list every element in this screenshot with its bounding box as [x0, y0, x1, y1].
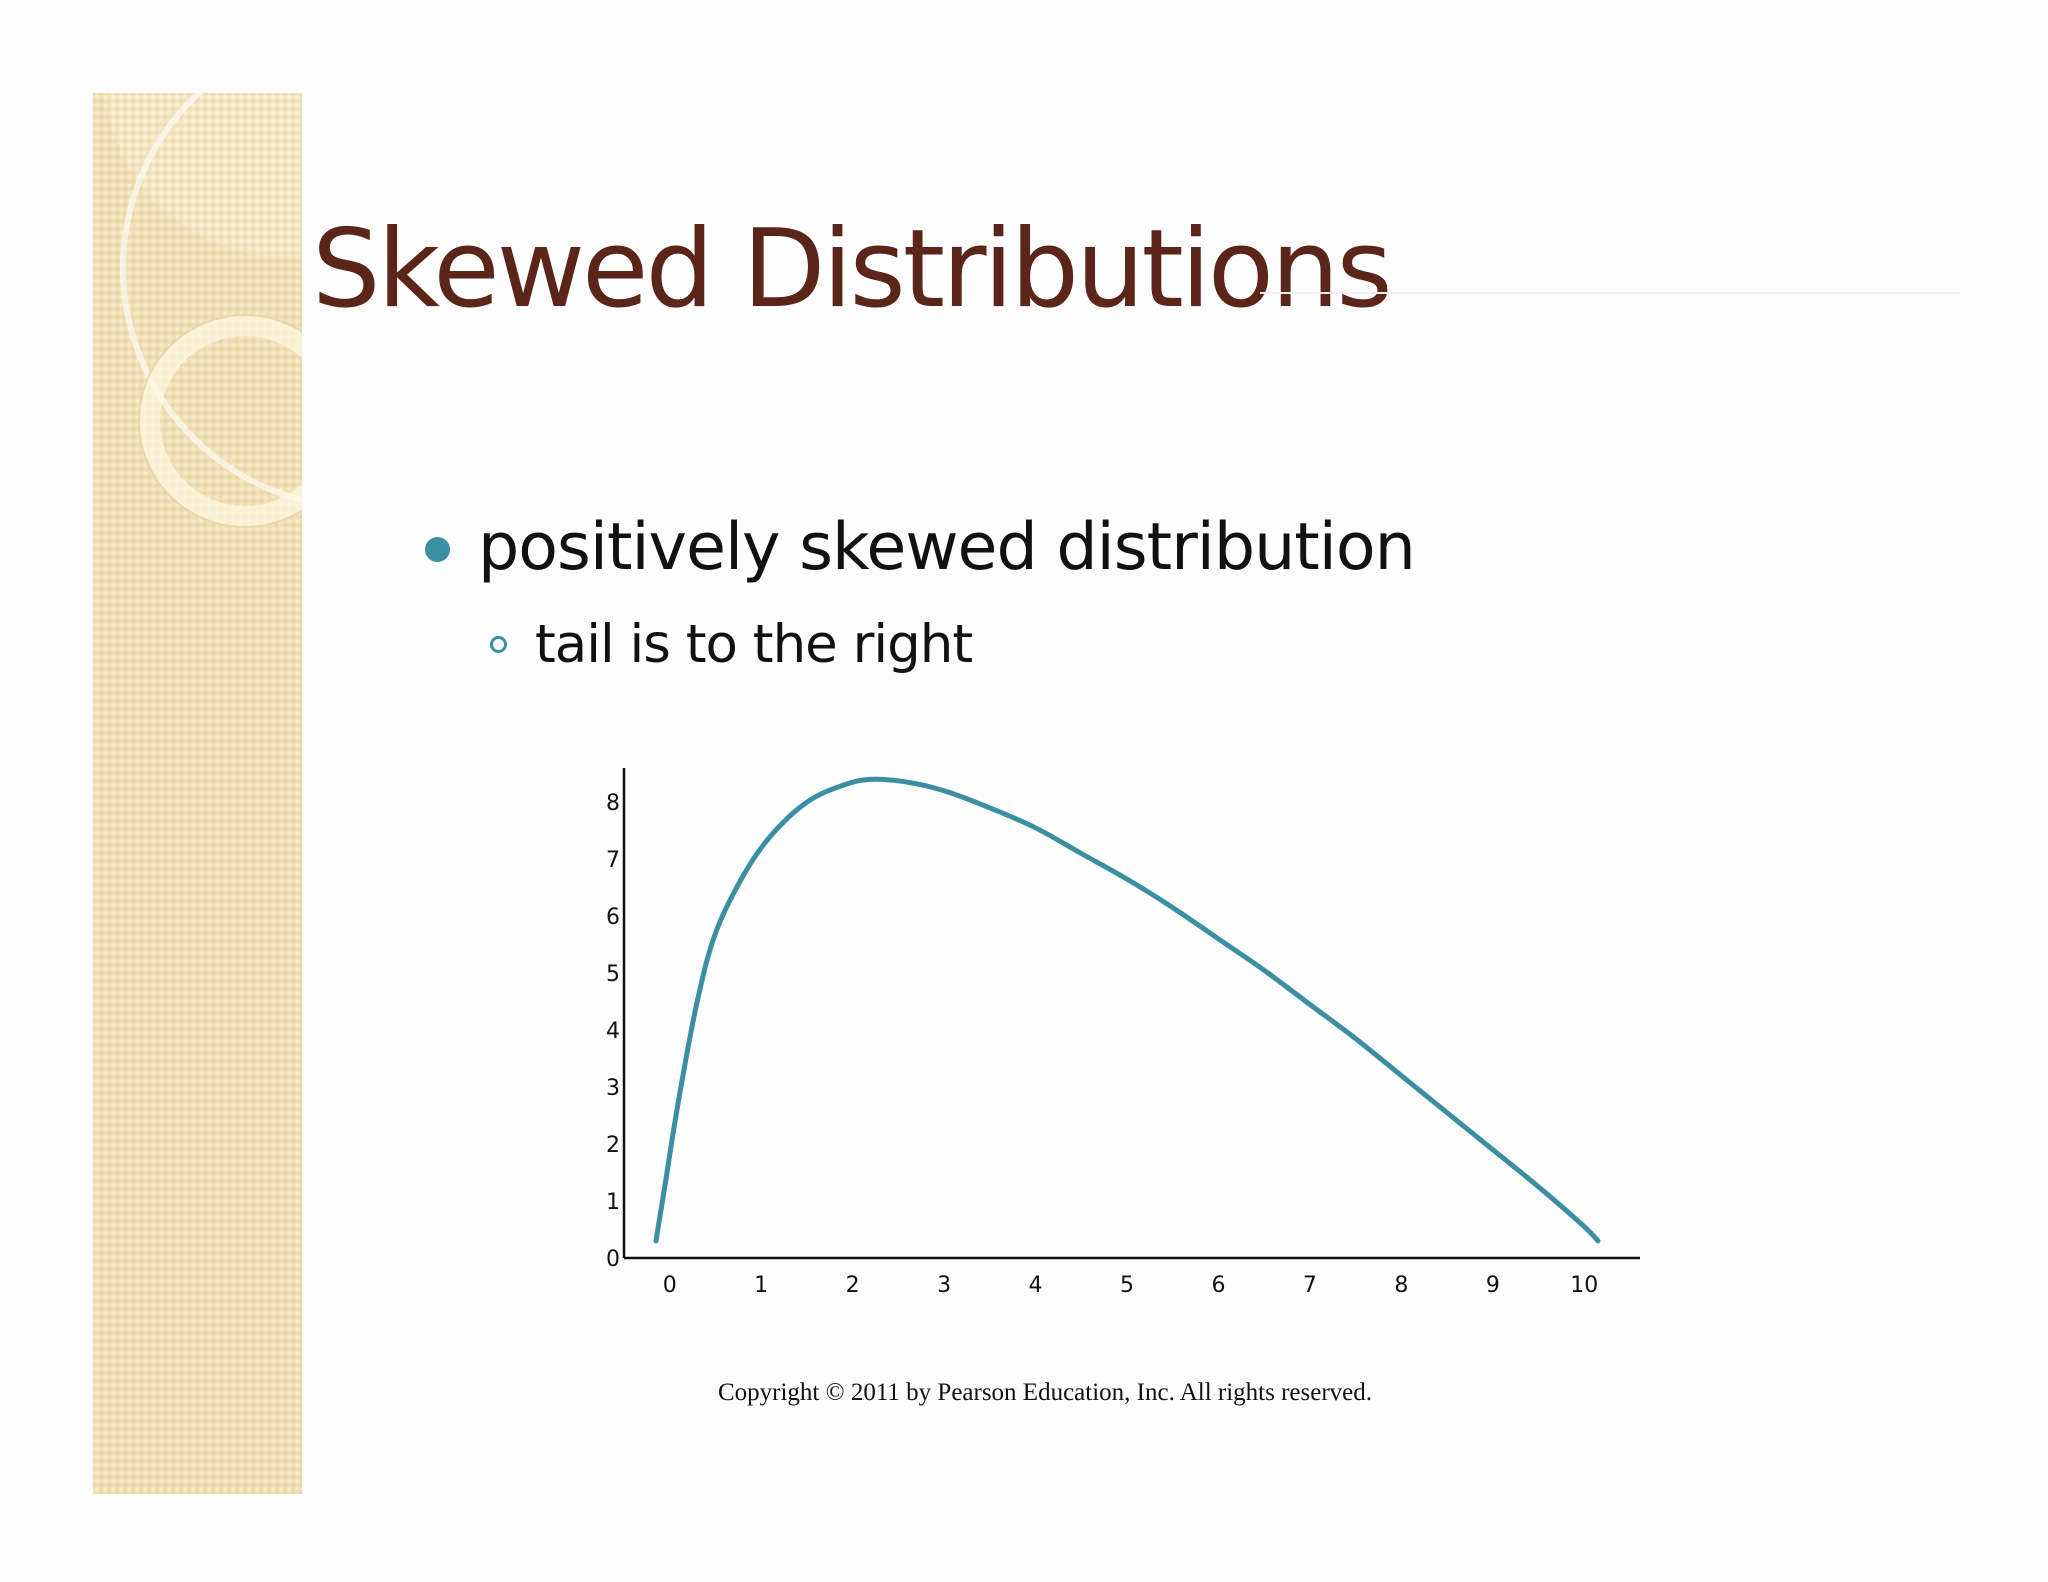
x-tick-label-8: 8: [1394, 1273, 1408, 1298]
y-tick-label-8: 8: [606, 791, 620, 816]
bullet-dot-icon: [425, 537, 450, 562]
y-tick-label-6: 6: [606, 905, 620, 930]
sub-bullet-ring-icon: [490, 636, 507, 653]
x-tick-label-5: 5: [1120, 1273, 1134, 1298]
y-tick-label-7: 7: [606, 848, 620, 873]
x-tick-label-3: 3: [937, 1273, 951, 1298]
y-axis-ticks: 0 1 2 3 4 5 6 7 8: [606, 791, 620, 1272]
x-tick-label-6: 6: [1211, 1273, 1225, 1298]
y-tick-label-0: 0: [606, 1247, 620, 1272]
y-tick-label-5: 5: [606, 962, 620, 987]
sub-bullet-text: tail is to the right: [535, 614, 973, 675]
y-tick-label-4: 4: [606, 1019, 620, 1044]
copyright-notice: Copyright © 2011 by Pearson Education, I…: [717, 1379, 1373, 1406]
y-tick-label-1: 1: [606, 1190, 620, 1215]
decorative-side-strip: [93, 93, 302, 1494]
slide-title: Skewed Distributions: [312, 207, 1393, 332]
x-tick-label-9: 9: [1486, 1273, 1500, 1298]
decorative-circles: [104, 93, 302, 528]
x-tick-label-10: 10: [1570, 1273, 1598, 1298]
y-tick-label-3: 3: [606, 1076, 620, 1101]
distribution-curve: [653, 776, 1601, 1244]
x-tick-label-1: 1: [754, 1273, 768, 1298]
x-tick-label-4: 4: [1029, 1273, 1043, 1298]
bullet-text: positively skewed distribution: [478, 510, 1416, 585]
title-divider: [1260, 292, 1960, 294]
x-tick-label-2: 2: [846, 1273, 860, 1298]
x-tick-label-0: 0: [663, 1273, 677, 1298]
y-tick-label-2: 2: [606, 1133, 620, 1158]
skew-chart: 0 1 2 3 4 5 6 7 8 0 1 2 3 4 5 6 7 8 9 10: [606, 768, 1640, 1298]
x-tick-label-7: 7: [1303, 1273, 1317, 1298]
x-axis-ticks: 0 1 2 3 4 5 6 7 8 9 10: [663, 1273, 1599, 1298]
